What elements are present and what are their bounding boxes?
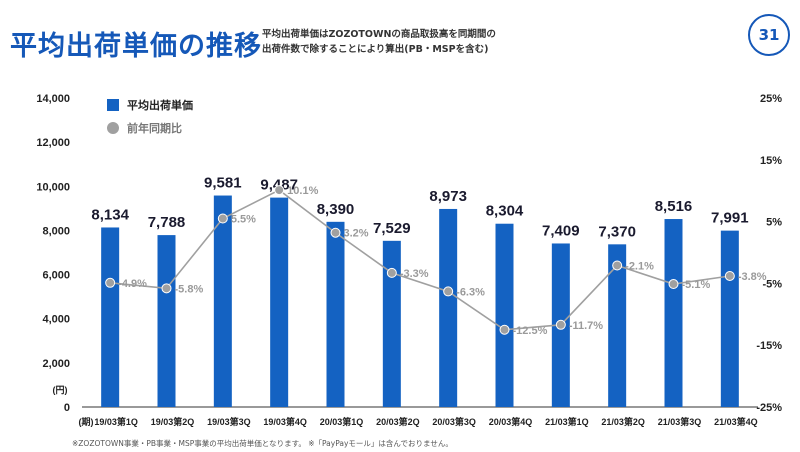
bar (101, 227, 120, 407)
left-axis-tick-label: 10,000 (36, 181, 70, 193)
bar-value-label: 8,516 (655, 198, 693, 215)
bar (326, 221, 345, 407)
x-axis-tick-label: 20/03第3Q (432, 416, 476, 427)
legend-bar-label: 平均出荷単価 (127, 98, 193, 112)
yoy-value-label: -12.5% (513, 325, 548, 337)
yoy-value-label: -11.7% (569, 320, 603, 332)
left-axis-tick-label: 2,000 (42, 358, 70, 370)
yoy-point (161, 283, 172, 294)
bar (608, 244, 627, 407)
bar-value-label: 9,581 (204, 175, 242, 192)
left-axis-tick-label: 6,000 (42, 270, 70, 282)
left-axis-unit: (円) (53, 385, 68, 395)
x-axis-tick-label: 19/03第1Q (94, 416, 138, 427)
x-axis-tick-label: 21/03第3Q (658, 416, 702, 427)
x-axis-tick-label: 21/03第1Q (545, 416, 589, 427)
bar-value-label: 7,409 (542, 222, 580, 239)
x-axis-tick-label: 20/03第1Q (320, 416, 364, 427)
right-axis-tick-label: 15% (760, 155, 782, 167)
yoy-point (612, 260, 623, 271)
right-axis-tick-label: -25% (756, 402, 782, 414)
yoy-value-label: -3.8% (738, 271, 767, 283)
legend-line-swatch (107, 122, 119, 134)
bar-value-label: 8,304 (486, 203, 524, 220)
yoy-series-line (110, 189, 730, 331)
bar (495, 223, 514, 407)
yoy-point (555, 319, 566, 330)
yoy-point (386, 267, 397, 278)
x-axis-tick-label: 20/03第4Q (489, 416, 533, 427)
yoy-value-label: 5.5% (231, 214, 256, 226)
yoy-point (217, 213, 228, 224)
yoy-value-label: -5.1% (682, 279, 711, 291)
yoy-value-label: -4.9% (118, 278, 147, 290)
yoy-point (443, 286, 454, 297)
bar-value-label: 8,390 (317, 201, 355, 218)
left-axis-tick-label: 14,000 (36, 93, 70, 105)
yoy-point (105, 277, 116, 288)
yoy-point (330, 227, 341, 238)
left-axis-tick-label: 4,000 (42, 314, 70, 326)
page-number-badge: 31 (748, 14, 790, 56)
bar (720, 230, 739, 407)
bar-value-label: 7,788 (148, 214, 186, 231)
left-axis-tick-label: 0 (64, 402, 70, 414)
bar-value-label: 7,370 (598, 223, 636, 240)
yoy-value-label: -3.3% (400, 268, 429, 280)
x-axis-tick-label: 19/03第3Q (207, 416, 251, 427)
left-axis-tick-label: 8,000 (42, 225, 70, 237)
yoy-value-label: 3.2% (344, 228, 369, 240)
x-axis-tick-label: 21/03第2Q (601, 416, 645, 427)
bar-value-label: 7,991 (711, 210, 749, 227)
bar (439, 208, 458, 407)
subtitle-line-1: 平均出荷単価はZOZOTOWNの商品取扱高を同期間の (262, 29, 496, 40)
page-subtitle: 平均出荷単価はZOZOTOWNの商品取扱高を同期間の 出荷件数で除することにより… (262, 27, 496, 57)
x-axis-tick-label: 19/03第2Q (151, 416, 195, 427)
yoy-value-label: 10.1% (287, 185, 318, 197)
bar (270, 197, 289, 407)
legend-line-label: 前年同期比 (127, 121, 182, 135)
yoy-point (724, 270, 735, 281)
bar-value-label: 7,529 (373, 220, 411, 237)
right-axis-tick-label: 25% (760, 93, 782, 105)
yoy-value-label: -6.3% (456, 286, 485, 298)
yoy-point (499, 324, 510, 335)
right-axis-tick-label: -5% (762, 278, 782, 290)
x-axis-tick-label: 21/03第4Q (714, 416, 758, 427)
bar (213, 195, 232, 407)
yoy-point (668, 279, 679, 290)
left-axis-tick-label: 12,000 (36, 137, 70, 149)
x-axis-tick-label: 20/03第2Q (376, 416, 420, 427)
yoy-value-label: -2.1% (625, 260, 654, 272)
right-axis-tick-label: -15% (756, 340, 782, 352)
x-axis-tick-label: 19/03第4Q (263, 416, 307, 427)
right-axis-tick-label: 5% (766, 217, 782, 229)
bar (382, 240, 401, 407)
x-axis-prefix: (期) (79, 416, 94, 427)
subtitle-line-2: 出荷件数で除することにより算出(PB・MSPを含む) (262, 44, 489, 55)
bar-value-label: 8,973 (429, 188, 467, 205)
yoy-value-label: -5.8% (175, 283, 204, 295)
bar (157, 235, 176, 407)
bar (664, 219, 683, 407)
yoy-point (274, 185, 285, 196)
bar-value-label: 8,134 (91, 206, 129, 223)
legend-bar-swatch (107, 99, 119, 111)
page-title: 平均出荷単価の推移 (10, 31, 262, 62)
footnote: ※ZOZOTOWN事業・PB事業・MSP事業の平均出荷単価となります。 ※「Pa… (72, 439, 453, 448)
